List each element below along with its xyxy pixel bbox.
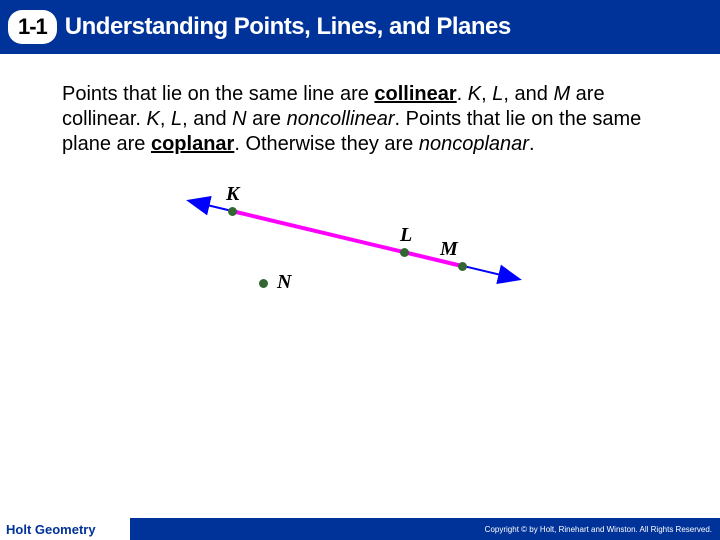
term-collinear: collinear [374,83,456,105]
text-fragment: , and [503,83,553,105]
line-diagram: K L M N [160,187,560,337]
footer-copyright: Copyright © by Holt, Rinehart and Winsto… [485,525,720,534]
point-n-label: N [277,271,291,294]
section-number-badge: 1-1 [8,10,57,44]
definition-paragraph: Points that lie on the same line are col… [62,82,658,157]
slide-header: 1-1 Understanding Points, Lines, and Pla… [0,0,720,54]
point-k-dot [228,207,237,216]
diagram-svg [160,187,560,337]
point-ref-l: L [171,108,182,130]
text-fragment: Points that lie on the same line are [62,83,374,105]
point-ref-m: M [553,83,570,105]
text-fragment: , [481,83,492,105]
slide-title: Understanding Points, Lines, and Planes [65,13,511,41]
footer-brand: Holt Geometry [0,522,96,537]
point-m-dot [458,262,467,271]
point-l-dot [400,248,409,257]
point-n-dot [259,279,268,288]
point-m-label: M [440,238,458,261]
main-line-segment [232,211,462,266]
point-k-label: K [226,183,239,206]
text-fragment: are [247,108,287,130]
term-noncollinear: noncollinear [287,108,395,130]
point-ref-n: N [232,108,246,130]
slide-content: Points that lie on the same line are col… [0,54,720,337]
point-l-label: L [400,224,412,247]
text-fragment: . [529,133,535,155]
term-coplanar: coplanar [151,133,234,155]
point-ref-l: L [492,83,503,105]
point-ref-k: K [468,83,481,105]
slide-footer: Holt Geometry Copyright © by Holt, Rineh… [0,518,720,540]
text-fragment: , and [182,108,232,130]
text-fragment: . [457,83,468,105]
text-fragment: , [160,108,171,130]
term-noncoplanar: noncoplanar [419,133,529,155]
point-ref-k: K [147,108,160,130]
text-fragment: . Otherwise they are [234,133,419,155]
